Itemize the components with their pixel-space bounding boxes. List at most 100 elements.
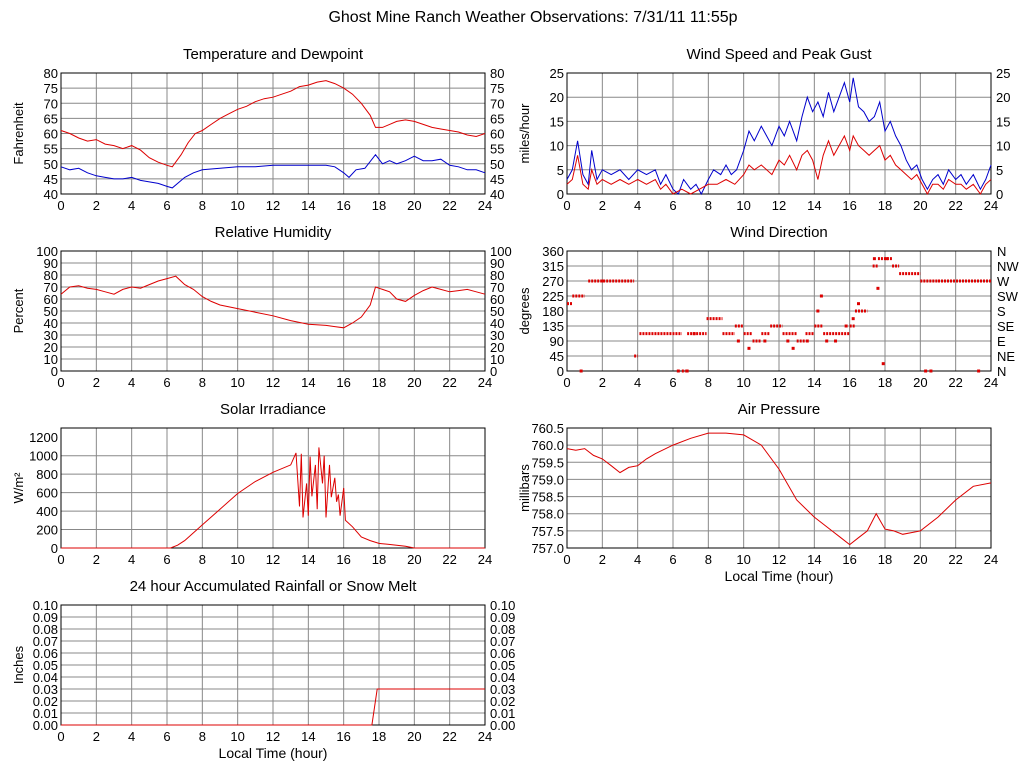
y-tick-label-right: 0.09 [490,610,515,625]
y-tick-label: 15 [550,114,564,129]
x-tick-label: 0 [57,198,64,213]
direction-point [825,339,829,343]
x-tick-label: 4 [634,198,641,213]
x-tick-label: 16 [336,198,350,213]
y-tick-label: 75 [44,81,58,96]
y-tick-label-right: 20 [996,90,1010,105]
series-line-red [60,80,486,168]
x-axis-label: Local Time (hour) [725,568,834,584]
x-tick-label: 24 [478,552,492,567]
x-tick-label: 12 [772,375,786,390]
y-tick-label: 0 [557,187,564,202]
y-tick-label: 40 [44,316,58,331]
y-axis-label: W/m² [11,472,26,504]
y-tick-label: 757.5 [531,524,564,539]
y-tick-label-right: 25 [996,66,1010,81]
y-tick-label: 65 [44,111,58,126]
x-tick-label: 18 [372,375,386,390]
chart-title: Temperature and Dewpoint [183,46,364,63]
x-tick-label: 12 [266,552,280,567]
x-tick-label: 12 [266,729,280,744]
y-tick-label: 80 [44,268,58,283]
x-tick-label: 20 [913,375,927,390]
y-tick-label-right: 0.01 [490,706,515,721]
y-tick-label: 40 [44,187,58,202]
y-tick-label-right: 10 [996,139,1010,154]
x-tick-label: 16 [842,375,856,390]
x-tick-label: 2 [93,375,100,390]
x-tick-label: 0 [563,552,570,567]
y-tick-label: 30 [44,328,58,343]
series-line-red [566,134,992,196]
x-tick-label: 10 [736,375,750,390]
x-tick-label: 20 [407,729,421,744]
compass-label: SW [997,289,1019,304]
y-axis-label: degrees [517,287,532,334]
y-tick-label: 90 [44,256,58,271]
direction-point [929,369,933,373]
direction-point [736,339,740,343]
x-tick-label: 24 [478,198,492,213]
compass-label: NE [997,349,1015,364]
y-tick-label: 0.09 [33,610,58,625]
y-tick-label-right: 0.04 [490,670,515,685]
x-tick-label: 22 [442,552,456,567]
y-tick-label-right: 20 [490,340,504,355]
plot-frame [566,72,992,195]
direction-point [676,369,680,373]
direction-point [851,317,855,321]
x-tick-label: 14 [301,198,315,213]
y-tick-label: 758.5 [531,490,564,505]
chart-title: Air Pressure [738,401,821,418]
y-tick-label-right: 40 [490,316,504,331]
x-tick-label: 22 [948,198,962,213]
x-tick-label: 10 [736,552,750,567]
x-tick-label: 0 [57,729,64,744]
y-axis-label: Inches [11,645,26,684]
y-tick-label-right: 80 [490,268,504,283]
x-tick-label: 14 [807,198,821,213]
direction-point [885,257,889,261]
x-tick-label: 16 [842,198,856,213]
x-tick-label: 0 [563,198,570,213]
x-tick-label: 4 [128,552,135,567]
direction-point [763,339,767,343]
x-tick-label: 18 [372,552,386,567]
y-tick-label: 0.03 [33,682,58,697]
x-tick-label: 10 [230,375,244,390]
y-tick-label: 10 [44,352,58,367]
plot-frame [60,427,486,549]
x-tick-label: 8 [705,375,712,390]
y-tick-label: 1200 [29,430,58,445]
x-tick-label: 22 [442,729,456,744]
compass-label: E [997,334,1006,349]
x-axis-label: Local Time (hour) [219,745,328,761]
x-tick-label: 8 [705,198,712,213]
y-tick-label: 0 [51,541,58,556]
y-tick-label-right: 45 [490,172,504,187]
x-tick-label: 20 [913,552,927,567]
direction-point [844,324,848,328]
y-tick-label: 20 [550,90,564,105]
x-tick-label: 12 [772,198,786,213]
x-tick-label: 12 [772,552,786,567]
x-tick-label: 2 [93,198,100,213]
y-tick-label-right: 60 [490,127,504,142]
x-tick-label: 6 [163,198,170,213]
direction-point [685,369,689,373]
direction-point [600,279,604,283]
y-axis-label: millibars [517,464,532,512]
x-tick-label: 24 [984,198,998,213]
x-tick-label: 10 [230,198,244,213]
direction-point [816,309,820,313]
series-line-red [566,432,992,546]
y-tick-label: 760.0 [531,438,564,453]
y-tick-label-right: 50 [490,304,504,319]
y-tick-label: 225 [542,289,564,304]
x-tick-label: 2 [599,198,606,213]
direction-point [834,339,838,343]
y-tick-label: 270 [542,274,564,289]
